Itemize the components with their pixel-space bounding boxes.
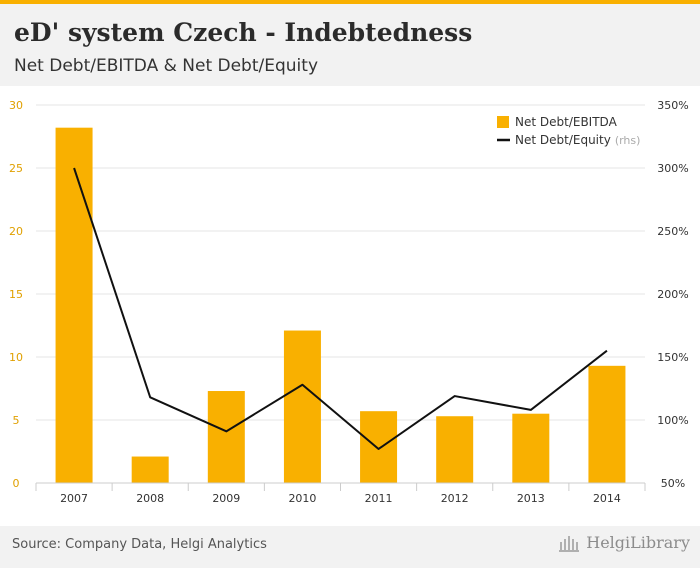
footer: Source: Company Data, Helgi Analytics He… xyxy=(0,526,700,568)
bar-2011 xyxy=(360,411,398,483)
bar-series xyxy=(55,127,626,484)
line-series xyxy=(73,167,608,450)
source-note: Source: Company Data, Helgi Analytics xyxy=(12,537,267,552)
x-tick-label: 2010 xyxy=(288,492,316,505)
page-subtitle: Net Debt/EBITDA & Net Debt/Equity xyxy=(14,56,318,76)
y-left-tick-label: 25 xyxy=(9,162,23,175)
legend-bar-swatch xyxy=(497,116,509,128)
x-tick-label: 2012 xyxy=(441,492,469,505)
axes: 0 5 10 15 20 25 30 50% 100% 150% 200% 250% 300% 350% 2… xyxy=(9,99,689,505)
x-tick-label: 2014 xyxy=(593,492,621,505)
x-tick-label: 2007 xyxy=(60,492,88,505)
y-right-tick-label: 50% xyxy=(661,477,685,490)
y-right-tick-label: 350% xyxy=(657,99,688,112)
y-left-tick-label: 15 xyxy=(9,288,23,301)
y-right-tick-label: 150% xyxy=(657,351,688,364)
grid xyxy=(36,104,645,421)
header: eD' system Czech - Indebtedness Net Debt… xyxy=(0,4,700,86)
legend-bar-label: Net Debt/EBITDA xyxy=(515,115,618,129)
library-icon xyxy=(559,535,580,552)
x-tick-label: 2013 xyxy=(517,492,545,505)
legend-line-name: Net Debt/Equity xyxy=(515,133,611,147)
bar-2009 xyxy=(207,391,245,483)
brand-name: HelgiLibrary xyxy=(586,533,690,552)
chart-svg: 0 5 10 15 20 25 30 50% 100% 150% 200% 250% 300% 350% 2… xyxy=(9,99,689,505)
y-left-tick-label: 0 xyxy=(13,477,20,490)
y-right-tick-label: 300% xyxy=(657,162,688,175)
legend-line-label: Net Debt/Equity (rhs) xyxy=(515,133,640,147)
y-left-tick-label: 5 xyxy=(13,414,20,427)
y-left-tick-label: 30 xyxy=(9,99,23,112)
x-tick-label: 2009 xyxy=(212,492,240,505)
bar-2012 xyxy=(436,416,474,483)
chart-area: 0 5 10 15 20 25 30 50% 100% 150% 200% 250% 300% 350% 2… xyxy=(0,86,700,526)
y-right-tick-label: 250% xyxy=(657,225,688,238)
x-tick-label: 2008 xyxy=(136,492,164,505)
net-debt-equity-line xyxy=(73,167,608,450)
bar-2013 xyxy=(512,413,550,483)
y-right-tick-label: 200% xyxy=(657,288,688,301)
page-title: eD' system Czech - Indebtedness xyxy=(14,18,473,47)
bar-2008 xyxy=(131,456,169,483)
y-left-tick-label: 10 xyxy=(9,351,23,364)
legend-line-rhs: (rhs) xyxy=(615,134,641,147)
top-accent-bar xyxy=(0,0,700,4)
bar-2010 xyxy=(283,330,321,483)
bar-2014 xyxy=(588,365,626,483)
brand-logo: HelgiLibrary xyxy=(559,533,690,552)
legend: Net Debt/EBITDA Net Debt/Equity (rhs) xyxy=(497,115,640,147)
y-left-tick-label: 20 xyxy=(9,225,23,238)
x-tick-label: 2011 xyxy=(365,492,393,505)
y-right-tick-label: 100% xyxy=(657,414,688,427)
bar-2007 xyxy=(55,127,93,484)
